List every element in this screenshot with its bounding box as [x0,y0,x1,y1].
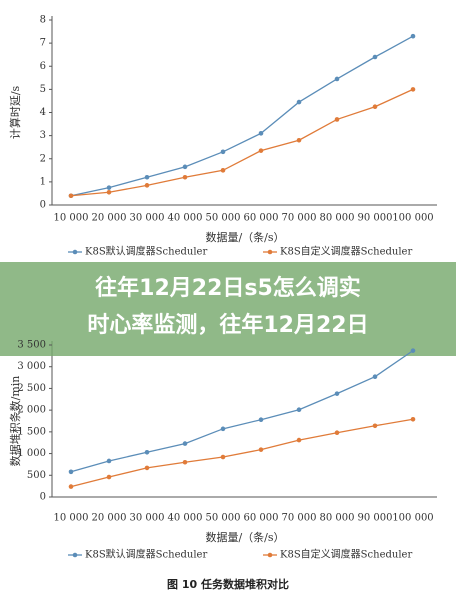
point [106,189,112,195]
point [296,137,302,143]
point [220,149,226,155]
y-tick-label: 1 500 [17,426,46,437]
point [220,426,226,432]
point [182,174,188,180]
legend-marker [267,552,273,558]
point [372,104,378,110]
point [68,484,74,489]
y-tick-label: 3 [40,130,46,141]
x-tick-label: 10 000 [54,213,89,224]
y-tick-label: 8 [40,15,46,26]
point [334,430,340,436]
x-tick-label: 60 000 [244,213,279,224]
x-tick-label: 40 000 [168,513,203,524]
point [410,87,416,92]
point [372,54,378,60]
point [410,416,416,422]
y-axis-title: 计算时延/s [8,85,22,139]
legend-label: K8S默认调度器Scheduler [85,548,207,561]
y-tick-label: 500 [27,470,46,481]
y-tick-label: 3 000 [17,361,46,372]
y-tick-label: 4 [40,107,46,118]
point [144,183,150,188]
legend-marker [72,249,78,255]
series-line [70,35,414,197]
legend-label: K8S默认调度器Scheduler [85,245,207,258]
x-axis-title: 数据量/（条/s） [205,530,284,544]
caption: 图 10 任务数据堆积对比 [167,577,289,591]
x-tick-label: 80 000 [320,213,355,224]
point [106,474,112,480]
point [296,99,302,105]
legend-label: K8S自定义调度器Scheduler [280,245,412,258]
point [410,33,416,39]
x-tick-label: 90 000 [358,513,393,524]
legend-label: K8S自定义调度器Scheduler [280,548,412,561]
banner-bg [0,262,456,356]
point [68,193,74,199]
legend-marker [72,552,78,558]
x-tick-label: 60 000 [244,513,279,524]
y-tick-label: 3 500 [17,340,46,351]
point [296,407,302,413]
legend-marker [267,249,273,255]
y-tick-label: 1 000 [17,448,46,459]
x-tick-label: 30 000 [130,513,165,524]
x-tick-label: 90 000 [358,213,393,224]
y-tick-label: 2 [40,153,46,164]
point [182,441,188,446]
x-tick-label: 20 000 [92,513,127,524]
point [144,449,150,455]
y-tick-label: 7 [40,38,46,49]
point [334,76,340,82]
point [144,174,150,180]
point [372,374,378,380]
point [258,148,264,153]
x-tick-label: 50 000 [206,513,241,524]
x-tick-label: 40 000 [168,213,203,224]
series-line [70,418,414,488]
x-tick-label: 10 000 [54,513,89,524]
point [372,423,378,429]
y-tick-label: 2 000 [17,405,46,416]
point [258,417,264,422]
point [106,458,112,464]
x-tick-label: 100 000 [392,513,433,524]
series-line [70,350,414,473]
point [182,459,188,465]
x-tick-label: 100 000 [392,213,433,224]
x-tick-label: 70 000 [282,513,317,524]
point [334,117,340,122]
point [182,164,188,170]
y-tick-label: 2 500 [17,383,46,394]
y-tick-label: 1 [40,176,46,187]
point [220,454,226,460]
y-tick-label: 0 [40,200,46,211]
point [144,465,150,471]
series-line [70,88,414,197]
y-axis-title: 数据堆积条数/min [8,376,22,467]
point [220,168,226,173]
point [258,447,264,452]
point [334,391,340,396]
y-tick-label: 5 [40,84,46,95]
y-tick-label: 6 [40,61,46,72]
banner-line: 时心率监测，往年12月22日 [87,312,368,338]
point [410,348,416,353]
y-tick-label: 0 [40,492,46,503]
x-tick-label: 70 000 [282,213,317,224]
x-tick-label: 80 000 [320,513,355,524]
point [296,437,302,443]
x-axis-title: 数据量/（条/s） [205,230,284,244]
point [258,131,264,136]
x-tick-label: 20 000 [92,213,127,224]
x-tick-label: 50 000 [206,213,241,224]
point [106,185,112,190]
point [68,469,74,475]
banner-line: 往年12月22日s5怎么调实 [95,275,361,301]
x-tick-label: 30 000 [130,213,165,224]
